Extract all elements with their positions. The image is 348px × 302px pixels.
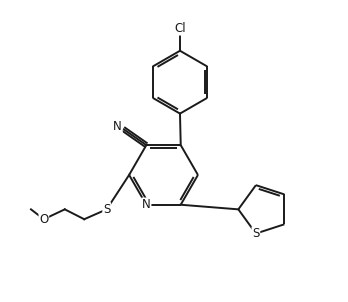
Text: N: N	[142, 198, 151, 211]
Text: O: O	[39, 213, 48, 226]
Text: N: N	[113, 120, 122, 133]
Text: S: S	[103, 203, 110, 216]
Text: Cl: Cl	[174, 22, 186, 35]
Text: S: S	[252, 227, 260, 240]
